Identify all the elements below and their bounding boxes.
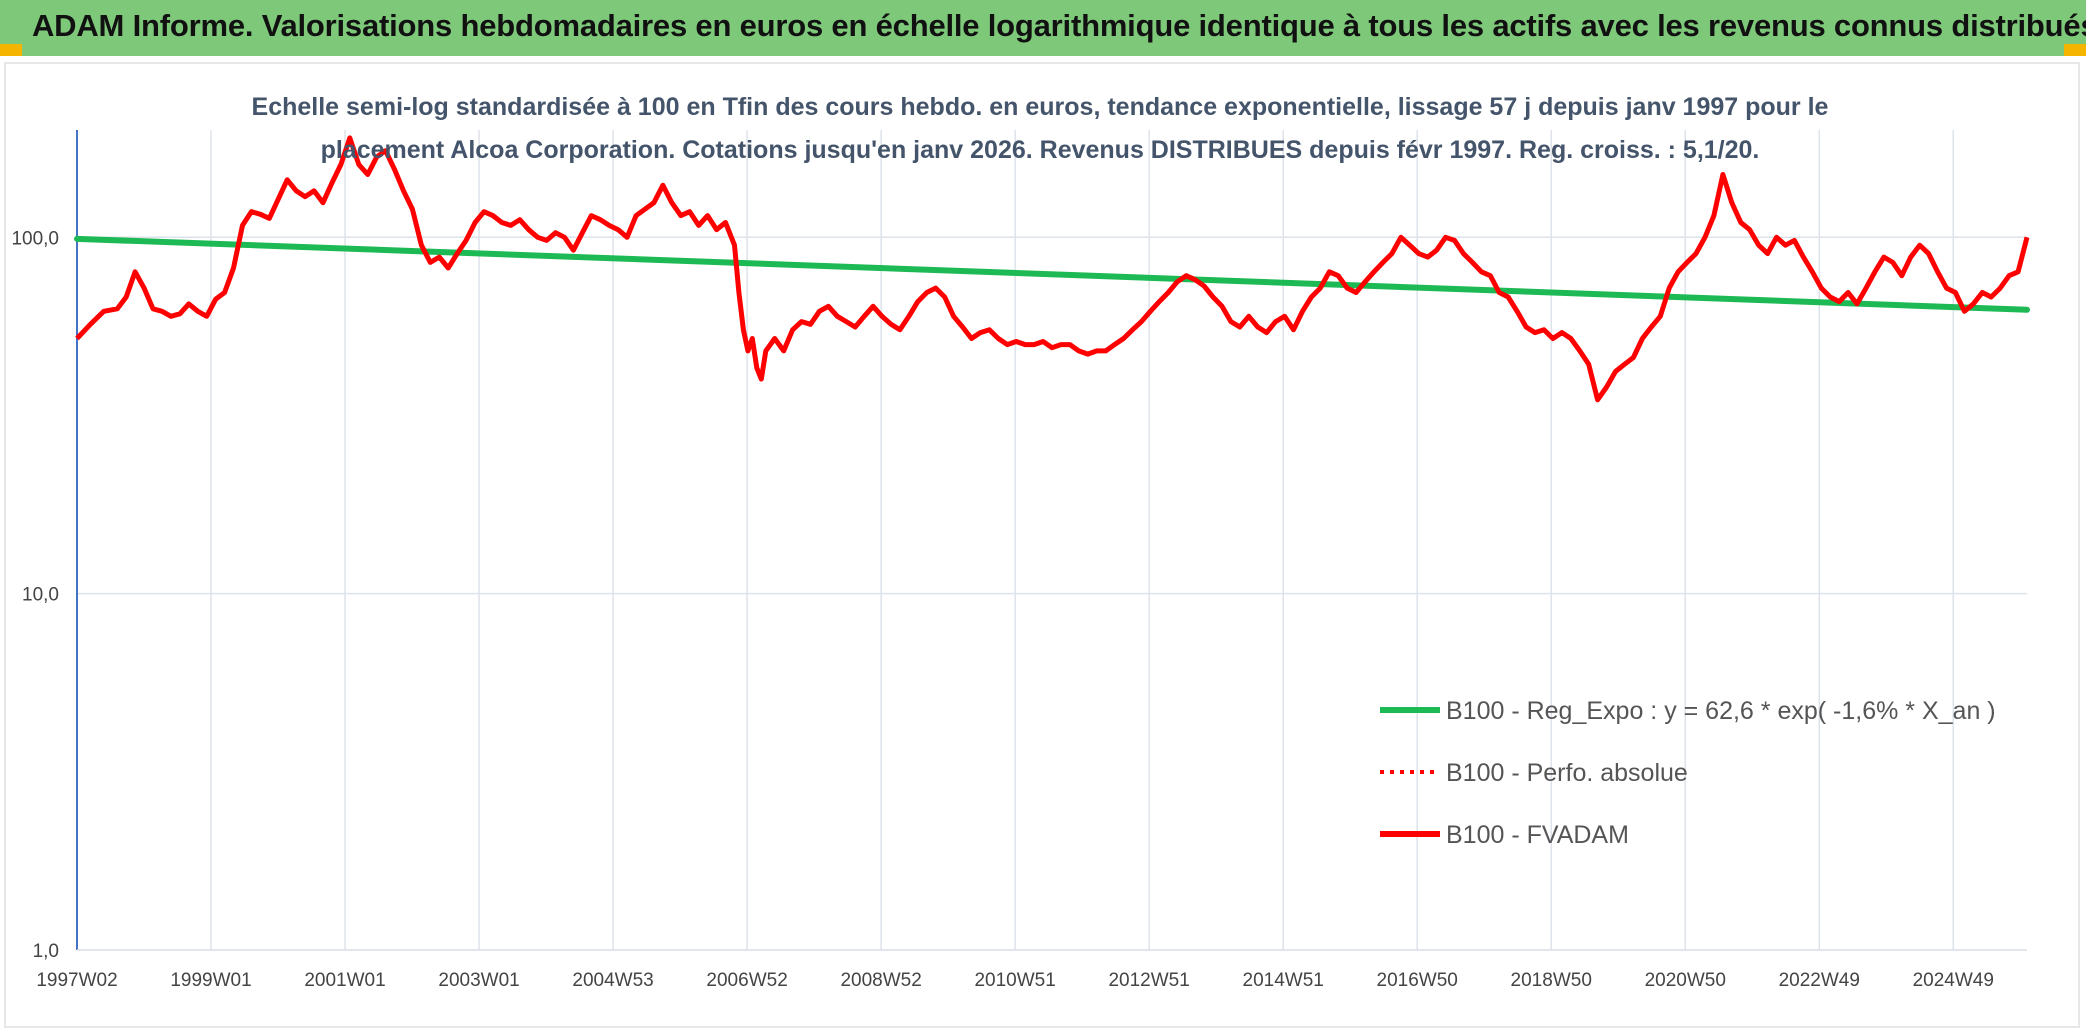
x-tick-label: 2024W49	[1913, 970, 1994, 991]
x-tick-label: 1999W01	[170, 970, 251, 991]
x-tick-label: 1997W02	[36, 970, 117, 991]
x-tick-label: 2014W51	[1243, 970, 1324, 991]
series-fvadam	[75, 135, 2030, 403]
chart-title-line-2: placement Alcoa Corporation. Cotations j…	[321, 136, 1760, 164]
axes: 1,0 10,0 100,0 1997W02 1999W01 2001W01 2003W01…	[11, 130, 2027, 991]
x-tick-label: 2008W52	[840, 970, 921, 991]
grid	[76, 130, 2027, 951]
chart-title-line-1: Echelle semi-log standardisée à 100 en T…	[252, 93, 1829, 121]
x-tick-label: 2020W50	[1645, 970, 1726, 991]
x-tick-label: 2006W52	[706, 970, 787, 991]
y-tick-label: 100,0	[11, 228, 59, 249]
legend: B100 - Reg_Expo : y = 62,6 * exp( -1,6% …	[1380, 697, 1996, 849]
series-layer	[74, 135, 2030, 403]
legend-label: B100 - Perfo. absolue	[1446, 759, 1688, 787]
chart-title: Echelle semi-log standardisée à 100 en T…	[252, 93, 1829, 164]
x-tick-label: 2022W49	[1779, 970, 1860, 991]
x-tick-label: 2001W01	[304, 970, 385, 991]
corner-marker-left	[0, 44, 22, 56]
header-banner: ADAM Informe. Valorisations hebdomadaire…	[0, 0, 2086, 56]
x-tick-label: 2003W01	[438, 970, 519, 991]
legend-label: B100 - FVADAM	[1446, 821, 1629, 849]
x-tick-label: 2010W51	[974, 970, 1055, 991]
x-tick-label: 2004W53	[572, 970, 653, 991]
y-tick-label: 1,0	[33, 941, 59, 962]
x-tick-label: 2016W50	[1377, 970, 1458, 991]
chart-frame	[4, 62, 2080, 1028]
series-reg-expo	[74, 235, 2030, 313]
report-title: ADAM Informe. Valorisations hebdomadaire…	[32, 8, 2086, 43]
corner-marker-right	[2064, 44, 2086, 56]
x-tick-label: 2012W51	[1108, 970, 1189, 991]
y-tick-label: 10,0	[22, 585, 59, 606]
x-tick-label: 2018W50	[1511, 970, 1592, 991]
legend-label: B100 - Reg_Expo : y = 62,6 * exp( -1,6% …	[1446, 697, 1996, 725]
